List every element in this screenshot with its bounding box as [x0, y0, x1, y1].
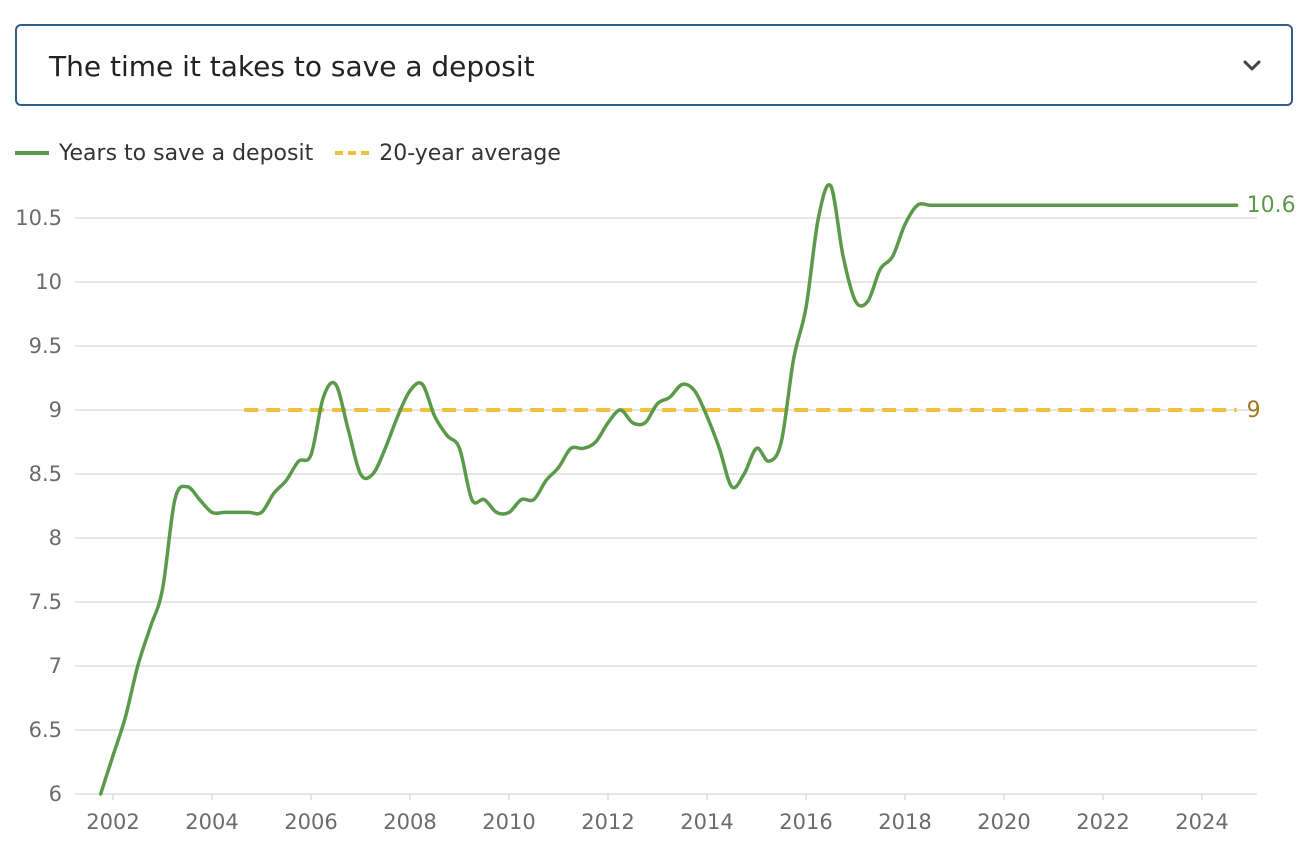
series-line-years-to-save — [98, 182, 1239, 796]
x-tick-label: 2004 — [185, 810, 238, 834]
x-tick-label: 2010 — [482, 810, 535, 834]
x-tick-label: 2002 — [86, 810, 139, 834]
y-tick-label: 6 — [49, 782, 62, 806]
y-tick-label: 10.5 — [15, 206, 62, 230]
x-tick-label: 2008 — [383, 810, 436, 834]
chart-selector-dropdown[interactable]: The time it takes to save a deposit — [15, 24, 1293, 106]
series-end-label: 10.6 — [1247, 193, 1296, 218]
y-tick-label: 9.5 — [29, 334, 62, 358]
legend-item-average[interactable]: 20-year average — [335, 141, 561, 166]
legend-swatch-series — [15, 151, 49, 155]
x-tick-label: 2024 — [1175, 810, 1228, 834]
x-tick-label: 2012 — [581, 810, 634, 834]
y-tick-label: 6.5 — [29, 718, 62, 742]
x-tick-label: 2014 — [680, 810, 733, 834]
chevron-down-icon — [1243, 60, 1261, 71]
y-tick-label: 9 — [49, 398, 62, 422]
y-tick-label: 8 — [49, 526, 62, 550]
x-tick-label: 2006 — [284, 810, 337, 834]
legend-swatch-average — [335, 151, 370, 155]
x-tick-label: 2020 — [977, 810, 1030, 834]
selector-label: The time it takes to save a deposit — [49, 50, 535, 83]
chart-legend: Years to save a deposit 20-year average — [15, 138, 583, 168]
average-end-label: 9 — [1247, 398, 1261, 423]
x-tick-label: 2022 — [1076, 810, 1129, 834]
y-tick-label: 8.5 — [29, 462, 62, 486]
legend-item-series[interactable]: Years to save a deposit — [15, 141, 313, 166]
x-tick-label: 2016 — [779, 810, 832, 834]
x-tick-label: 2018 — [878, 810, 931, 834]
y-tick-label: 10 — [35, 270, 62, 294]
y-tick-label: 7 — [49, 654, 62, 678]
y-tick-label: 7.5 — [29, 590, 62, 614]
legend-label-series: Years to save a deposit — [59, 140, 314, 166]
legend-label-average: 20-year average — [379, 140, 561, 166]
